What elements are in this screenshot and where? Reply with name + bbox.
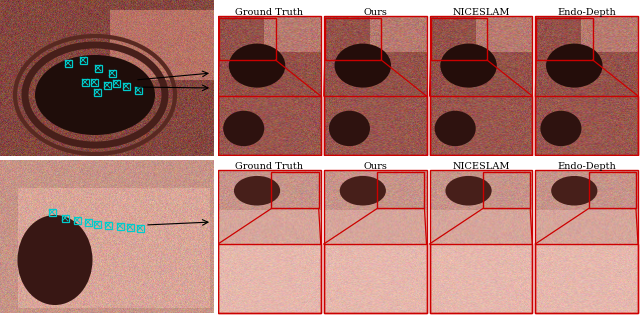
- Bar: [324, 18, 381, 60]
- Bar: [535, 170, 638, 313]
- Bar: [134, 87, 141, 94]
- Ellipse shape: [435, 111, 476, 146]
- Bar: [113, 80, 120, 87]
- Bar: [95, 64, 102, 71]
- Ellipse shape: [17, 215, 93, 305]
- Bar: [74, 216, 81, 223]
- Bar: [90, 78, 97, 86]
- Text: Endo-Depth: Endo-Depth: [557, 162, 616, 171]
- Text: NICESLAM: NICESLAM: [452, 162, 509, 171]
- Bar: [324, 170, 426, 313]
- Bar: [116, 222, 124, 229]
- Bar: [324, 244, 426, 313]
- Bar: [93, 88, 100, 95]
- Bar: [49, 209, 56, 216]
- Ellipse shape: [540, 111, 582, 146]
- Bar: [218, 170, 321, 313]
- Bar: [214, 0, 218, 316]
- Ellipse shape: [340, 176, 386, 205]
- Bar: [104, 82, 111, 88]
- Bar: [431, 18, 487, 60]
- Bar: [535, 244, 638, 313]
- Text: NICESLAM: NICESLAM: [452, 8, 509, 17]
- Bar: [122, 82, 129, 89]
- Bar: [324, 96, 426, 155]
- Ellipse shape: [445, 176, 492, 205]
- Bar: [136, 224, 143, 232]
- Bar: [219, 18, 275, 60]
- Text: Ground Truth: Ground Truth: [236, 8, 303, 17]
- Bar: [61, 215, 68, 222]
- Text: Ours: Ours: [363, 8, 387, 17]
- Ellipse shape: [234, 176, 280, 205]
- Bar: [218, 96, 321, 155]
- Bar: [429, 170, 532, 313]
- Text: Ours: Ours: [363, 162, 387, 171]
- Ellipse shape: [546, 44, 602, 88]
- Text: Endo-Depth: Endo-Depth: [557, 8, 616, 17]
- Ellipse shape: [35, 55, 155, 135]
- Bar: [65, 59, 72, 66]
- Bar: [104, 222, 111, 228]
- Bar: [218, 16, 321, 155]
- Bar: [429, 16, 532, 155]
- Bar: [324, 16, 426, 155]
- Bar: [218, 244, 321, 313]
- Bar: [589, 172, 636, 209]
- Ellipse shape: [223, 111, 264, 146]
- Bar: [535, 16, 638, 155]
- Text: Ground Truth: Ground Truth: [236, 162, 303, 171]
- Ellipse shape: [228, 44, 285, 88]
- Bar: [109, 70, 115, 76]
- Bar: [483, 172, 530, 209]
- Bar: [81, 78, 88, 86]
- Bar: [429, 96, 532, 155]
- Bar: [84, 218, 92, 226]
- Ellipse shape: [329, 111, 370, 146]
- Bar: [271, 172, 319, 209]
- Bar: [93, 221, 100, 228]
- Bar: [127, 223, 134, 230]
- Bar: [429, 244, 532, 313]
- Ellipse shape: [551, 176, 597, 205]
- Bar: [536, 18, 593, 60]
- Ellipse shape: [440, 44, 497, 88]
- Bar: [79, 57, 86, 64]
- Ellipse shape: [335, 44, 391, 88]
- Bar: [535, 96, 638, 155]
- Bar: [0, 156, 640, 160]
- Bar: [377, 172, 424, 209]
